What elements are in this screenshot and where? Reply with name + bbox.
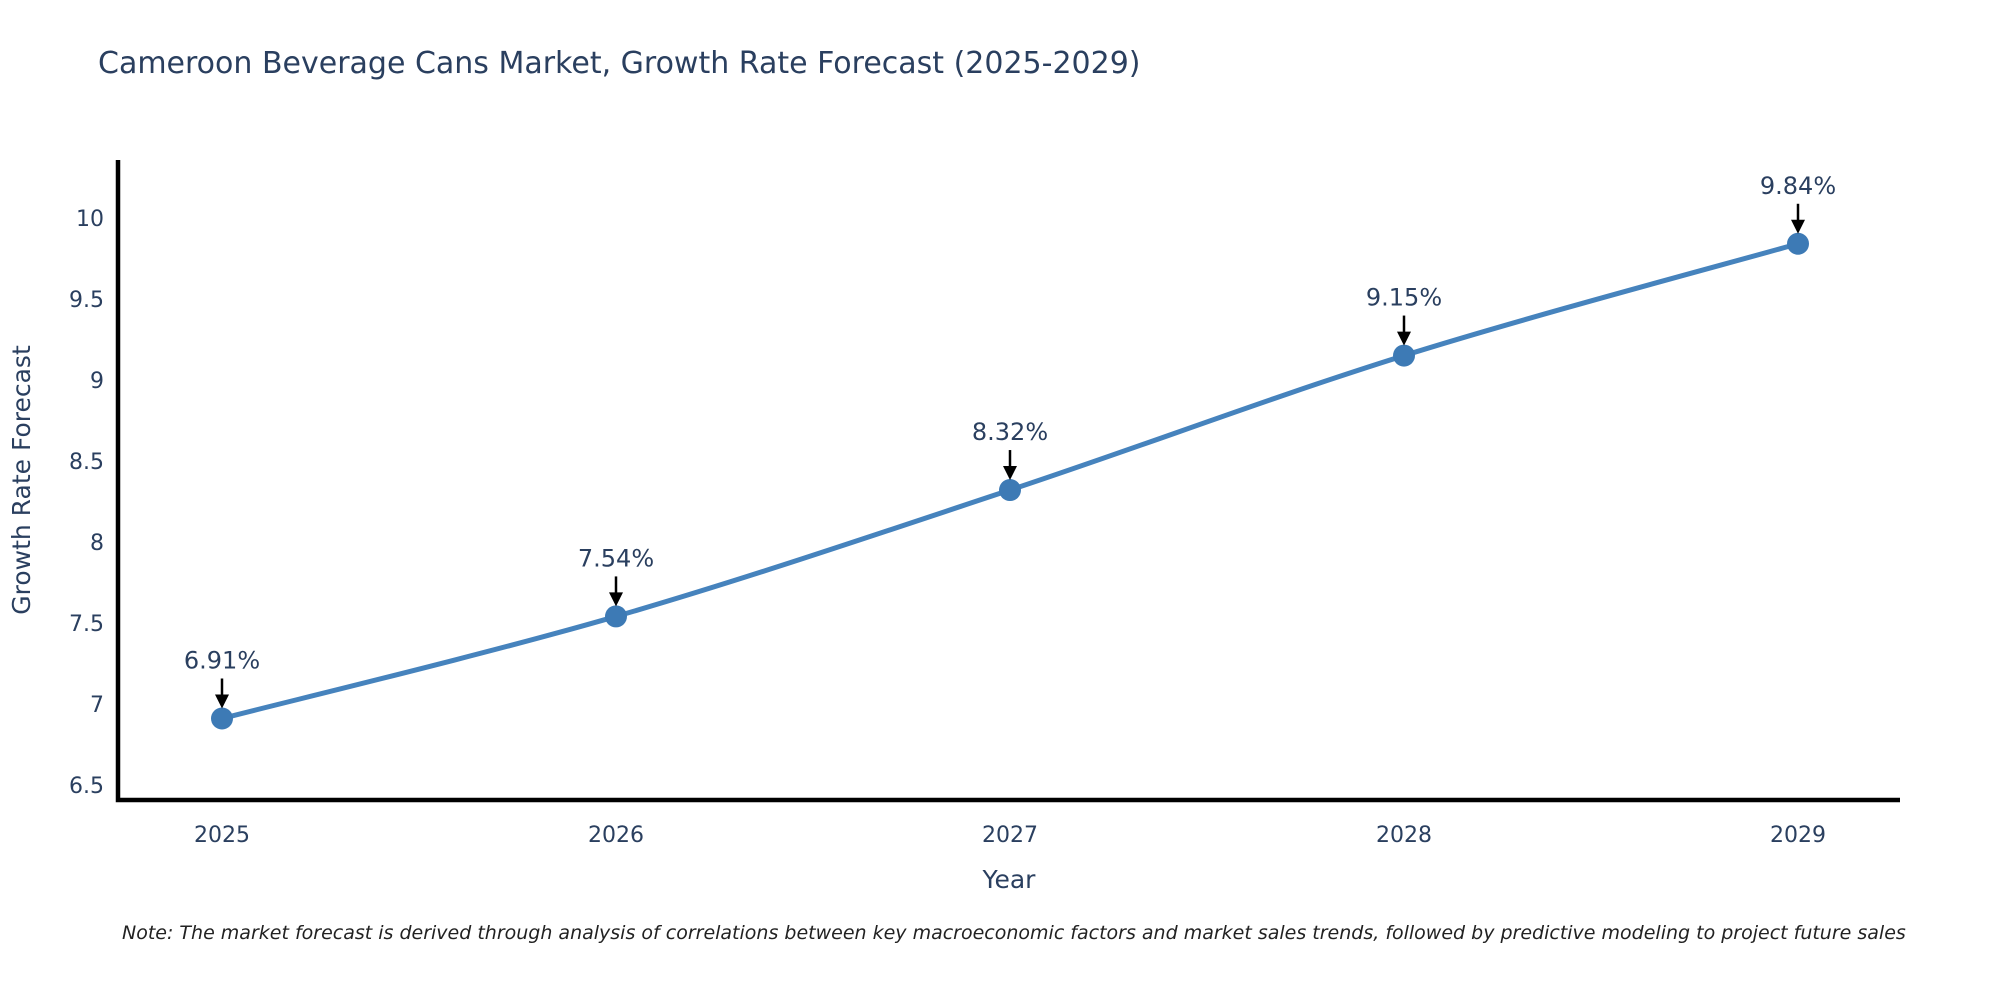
data-point[interactable] [1787, 232, 1809, 255]
chart-title: Cameroon Beverage Cans Market, Growth Ra… [98, 46, 1141, 81]
x-tick-label: 2027 [982, 823, 1038, 848]
y-axis-title: Growth Rate Forecast [7, 345, 36, 615]
y-tick-label: 10 [76, 207, 104, 232]
plot-area: 6.5 7 7.5 8 8.5 9 9.5 10 2025 2026 2027 2028 2029 6.9… [69, 160, 1900, 848]
annotation-arrowhead-icon [1397, 331, 1411, 346]
data-point[interactable] [211, 707, 233, 730]
x-tick-label: 2025 [194, 823, 250, 848]
point-value-label: 6.91% [184, 647, 260, 675]
y-tick-label: 9.5 [69, 288, 104, 313]
y-tick-label: 9 [90, 369, 104, 394]
annotation-arrowhead-icon [215, 694, 229, 709]
point-value-label: 7.54% [578, 544, 654, 572]
data-point[interactable] [605, 605, 627, 628]
annotation-arrowhead-icon [1003, 466, 1017, 481]
x-tick-label: 2029 [1770, 823, 1826, 848]
y-tick-label: 8 [90, 531, 104, 556]
point-value-label: 8.32% [972, 418, 1048, 446]
annotation-arrowhead-icon [1791, 219, 1805, 234]
data-point[interactable] [999, 479, 1021, 502]
y-tick-label: 8.5 [69, 450, 104, 475]
data-point[interactable] [1393, 344, 1415, 367]
x-tick-label: 2026 [588, 823, 644, 848]
x-tick-label: 2028 [1376, 823, 1432, 848]
x-axis-title: Year [982, 865, 1037, 894]
y-tick-label: 7 [90, 693, 104, 718]
annotation-arrowhead-icon [609, 592, 623, 607]
y-tick-label: 6.5 [69, 774, 104, 799]
footnote: Note: The market forecast is derived thr… [122, 922, 1906, 944]
y-tick-label: 7.5 [69, 612, 104, 637]
point-value-label: 9.84% [1760, 172, 1836, 200]
axis-lines [115, 160, 1900, 803]
point-value-label: 9.15% [1366, 284, 1442, 312]
